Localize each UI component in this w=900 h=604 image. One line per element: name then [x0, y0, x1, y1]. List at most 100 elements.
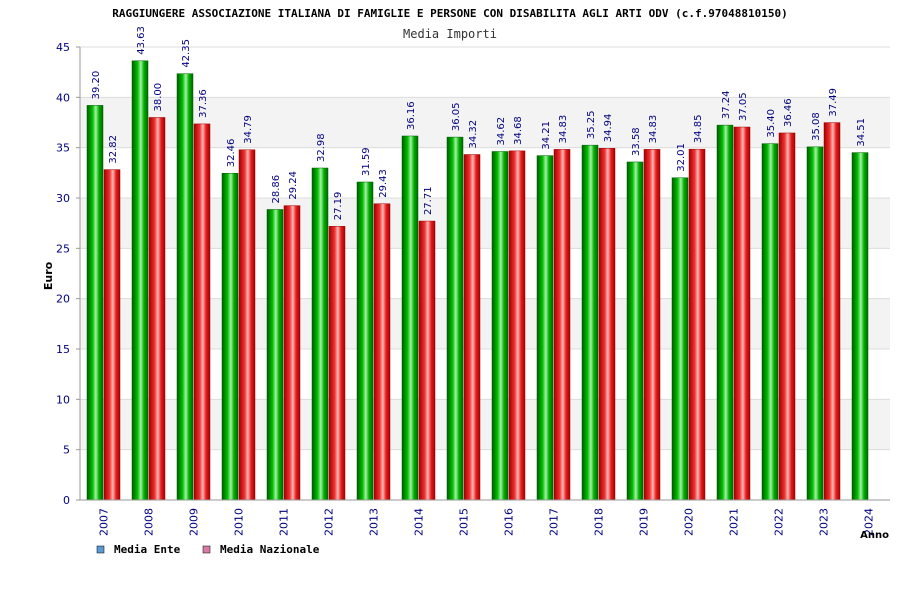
plot-band — [80, 349, 890, 400]
y-tick-label: 45 — [56, 41, 70, 54]
data-label-media-ente: 32.46 — [226, 139, 237, 168]
plot-band — [80, 147, 890, 198]
bar-media-nazionale — [733, 126, 751, 501]
data-label-media-ente: 33.58 — [631, 127, 642, 156]
x-tick-label: 2013 — [368, 508, 381, 536]
x-tick-label: 2022 — [773, 508, 786, 536]
bar-media-nazionale — [283, 205, 301, 501]
data-label-media-nazionale: 34.68 — [513, 116, 524, 145]
x-tick-label: 2014 — [413, 508, 426, 536]
plot-background-bands — [80, 46, 890, 501]
x-tick-label: 2015 — [458, 508, 471, 536]
bar-media-nazionale — [148, 117, 166, 501]
data-label-media-nazionale: 36.46 — [783, 98, 794, 127]
data-label-media-ente: 34.51 — [856, 118, 867, 147]
bar-labels-group: 39.20 32.82 43.63 38.00 42.35 37.36 32.46 34.79… — [91, 26, 867, 220]
bar-media-ente — [806, 146, 824, 501]
bar-media-nazionale — [238, 149, 256, 501]
y-tick-label: 40 — [56, 91, 70, 104]
y-axis-title: Euro — [42, 261, 55, 290]
data-label-media-ente: 37.24 — [721, 90, 732, 119]
y-tick-label: 15 — [56, 343, 70, 356]
data-label-media-ente: 36.05 — [451, 102, 462, 131]
bar-media-ente — [716, 124, 734, 501]
data-label-media-nazionale: 37.49 — [828, 88, 839, 117]
data-label-media-nazionale: 34.85 — [693, 115, 704, 144]
x-tick-label: 2009 — [188, 508, 201, 536]
legend-swatch-media-nazionale — [202, 545, 211, 554]
bar-media-nazionale — [643, 149, 661, 501]
bar-media-nazionale — [103, 169, 121, 501]
bar-media-ente — [626, 161, 644, 501]
data-label-media-ente: 34.62 — [496, 117, 507, 146]
bar-media-ente — [536, 155, 554, 501]
legend: Media Ente Media Nazionale — [96, 543, 320, 556]
data-label-media-ente: 35.25 — [586, 111, 597, 140]
legend-label-media-nazionale: Media Nazionale — [220, 543, 320, 556]
data-label-media-ente: 42.35 — [181, 39, 192, 68]
y-tick-label: 5 — [63, 444, 70, 457]
data-label-media-nazionale: 27.19 — [333, 192, 344, 221]
y-axis: 0 5 10 15 20 25 30 35 40 45 — [56, 41, 81, 507]
plot-band — [80, 47, 890, 98]
bar-media-ente — [176, 73, 194, 501]
x-tick-label: 2008 — [143, 508, 156, 536]
data-label-media-nazionale: 34.83 — [648, 115, 659, 144]
bar-media-ente — [266, 209, 284, 501]
bar-media-ente — [356, 181, 374, 501]
x-tick-label: 2019 — [638, 508, 651, 536]
y-tick-label: 20 — [56, 293, 70, 306]
data-label-media-ente: 36.16 — [406, 101, 417, 130]
data-label-media-nazionale: 34.79 — [243, 115, 254, 144]
x-tick-label: 2023 — [818, 508, 831, 536]
bar-media-nazionale — [823, 122, 841, 501]
data-label-media-nazionale: 37.05 — [738, 92, 749, 121]
bar-media-ente — [311, 167, 329, 501]
plot-band — [80, 248, 890, 299]
plot-band — [80, 298, 890, 349]
data-label-media-nazionale: 38.00 — [153, 83, 164, 112]
data-label-media-ente: 35.40 — [766, 109, 777, 138]
bar-media-nazionale — [598, 148, 616, 501]
data-label-media-ente: 39.20 — [91, 71, 102, 100]
plot-band — [80, 399, 890, 450]
y-tick-label: 30 — [56, 192, 70, 205]
bar-media-nazionale — [193, 123, 211, 501]
bar-media-ente — [446, 136, 464, 501]
bar-media-ente — [671, 177, 689, 501]
x-axis-title: Anno — [860, 530, 889, 541]
data-label-media-nazionale: 34.94 — [603, 114, 614, 143]
x-tick-label: 2016 — [503, 508, 516, 536]
bar-media-nazionale — [508, 150, 526, 501]
y-tick-label: 35 — [56, 142, 70, 155]
bar-media-nazionale — [688, 148, 706, 501]
bar-media-nazionale — [328, 226, 346, 501]
data-label-media-nazionale: 27.71 — [423, 186, 434, 215]
data-label-media-ente: 43.63 — [136, 26, 147, 55]
bar-media-nazionale — [373, 203, 391, 501]
data-label-media-ente: 32.98 — [316, 133, 327, 162]
bar-media-ente — [851, 152, 869, 501]
data-label-media-nazionale: 29.24 — [288, 171, 299, 200]
bar-media-ente — [491, 151, 509, 501]
bar-media-ente — [761, 143, 779, 501]
chart-title: RAGGIUNGERE ASSOCIAZIONE ITALIANA DI FAM… — [112, 7, 788, 20]
bar-media-nazionale — [778, 132, 796, 501]
y-tick-label: 0 — [63, 494, 70, 507]
bar-media-nazionale — [463, 154, 481, 501]
bar-media-ente — [581, 144, 599, 501]
plot-band — [80, 449, 890, 500]
x-tick-label: 2017 — [548, 508, 561, 536]
y-tick-label: 25 — [56, 242, 70, 255]
bar-media-ente — [221, 172, 239, 501]
data-label-media-nazionale: 32.82 — [108, 135, 119, 164]
x-tick-label: 2020 — [683, 508, 696, 536]
x-tick-label: 2011 — [278, 508, 291, 536]
bar-media-nazionale — [418, 220, 436, 501]
x-tick-label: 2012 — [323, 508, 336, 536]
chart-subtitle: Media Importi — [403, 27, 497, 41]
legend-swatch-media-ente — [96, 545, 105, 554]
x-axis: 2007 2008 2009 2010 2011 2012 2013 2014 2015 2016… — [80, 499, 890, 536]
data-label-media-nazionale: 29.43 — [378, 169, 389, 198]
